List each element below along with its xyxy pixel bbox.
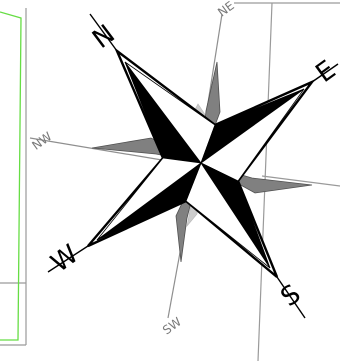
south-tick xyxy=(276,276,306,319)
west-tick xyxy=(47,245,89,273)
north-tick xyxy=(89,13,118,52)
label-southwest: SW xyxy=(160,315,184,338)
west-point-light xyxy=(96,157,203,241)
label-northwest: NW xyxy=(29,129,54,153)
cardinal-ticks xyxy=(47,13,339,319)
rose-cardinal-faces xyxy=(96,61,305,269)
label-east: E xyxy=(311,55,340,89)
label-west: W xyxy=(46,239,84,278)
label-northeast: NE xyxy=(215,0,237,20)
label-south: S xyxy=(276,279,307,313)
nw-guide-line xyxy=(29,137,163,161)
highlight-outline xyxy=(0,11,22,341)
east-tick xyxy=(311,63,339,83)
map-frame-east-divider xyxy=(261,175,340,187)
compass-rose xyxy=(29,13,339,319)
